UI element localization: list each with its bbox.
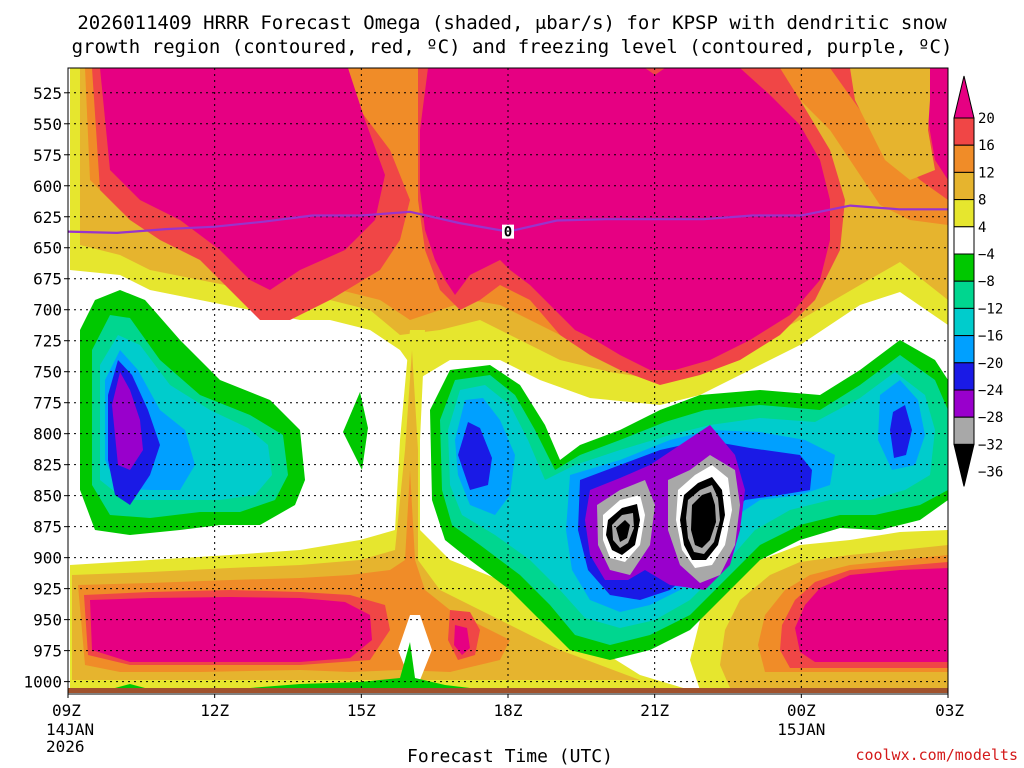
x-tick-label: 12Z xyxy=(200,701,229,720)
colorbar-label: 20 xyxy=(978,111,995,127)
colorbar-swatch xyxy=(953,253,975,282)
colorbar-swatch xyxy=(953,335,975,364)
colorbar-swatch xyxy=(953,199,975,228)
x-tick-label: 21Z xyxy=(640,701,669,720)
y-tick-label: 725 xyxy=(33,332,62,351)
colorbar: 20 16 12 8 4 −4 −8 −12 −16 −20 −24 −28 −32 −36 xyxy=(953,75,1003,487)
y-tick-label: 875 xyxy=(33,518,62,537)
y-tick-label: 850 xyxy=(33,487,62,506)
omega-contour-8-upper-right xyxy=(850,68,935,180)
omega-lower-right xyxy=(690,530,948,690)
omega-contour-minus24 xyxy=(112,372,143,470)
x-tick-label: 09Z xyxy=(52,701,81,720)
colorbar-label: 8 xyxy=(978,193,986,209)
credit-link[interactable]: coolwx.com/modelts xyxy=(855,746,1018,764)
x-tick-label: 00Z xyxy=(787,701,816,720)
title-line-1: 2026011409 HRRR Forecast Omega (shaded, … xyxy=(77,12,947,34)
omega-contour-minus36-core xyxy=(616,520,630,542)
colorbar-label: −20 xyxy=(978,356,1003,372)
y-axis: 525 550 575 600 625 650 675 700 725 750 775 800 825 8… xyxy=(23,84,68,692)
y-tick-label: 900 xyxy=(33,549,62,568)
omega-contour-minus36-core xyxy=(691,492,716,548)
colorbar-swatch xyxy=(953,416,975,445)
y-tick-label: 600 xyxy=(33,177,62,196)
colorbar-swatch xyxy=(953,307,975,337)
colorbar-swatch-bottom-arrow xyxy=(953,443,975,487)
colorbar-label: −4 xyxy=(978,247,995,263)
colorbar-label: −32 xyxy=(978,437,1003,453)
colorbar-swatch xyxy=(953,117,975,146)
y-tick-label: 1000 xyxy=(23,673,62,692)
colorbar-swatch xyxy=(953,171,975,201)
omega-contour-20 xyxy=(795,568,948,662)
y-tick-label: 650 xyxy=(33,239,62,258)
colorbar-swatch xyxy=(953,389,975,418)
colorbar-swatch-top-arrow xyxy=(953,75,975,119)
omega-contour-20 xyxy=(90,597,470,662)
ground-strip xyxy=(68,688,948,693)
y-tick-label: 700 xyxy=(33,301,62,320)
y-tick-label: 950 xyxy=(33,611,62,630)
x-tick-sublabel: 15JAN xyxy=(777,720,825,739)
freezing-level-label-bg xyxy=(502,224,514,239)
colorbar-swatch xyxy=(953,226,975,255)
omega-sink-left xyxy=(80,290,305,535)
grid-lines xyxy=(68,68,948,693)
colorbar-label: −8 xyxy=(978,274,995,290)
colorbar-label: −28 xyxy=(978,410,1003,426)
colorbar-label: −12 xyxy=(978,301,1003,317)
colorbar-label: 12 xyxy=(978,165,995,181)
y-tick-label: 525 xyxy=(33,84,62,103)
x-tick-label: 03Z xyxy=(935,701,964,720)
omega-contour-minus4 xyxy=(115,684,145,688)
y-tick-label: 675 xyxy=(33,270,62,289)
colorbar-label: −16 xyxy=(978,329,1003,345)
y-tick-label: 550 xyxy=(33,115,62,134)
y-tick-label: 800 xyxy=(33,425,62,444)
x-tick-sublabel: 14JAN xyxy=(46,720,94,739)
x-tick-sublabel: 2026 xyxy=(46,737,85,756)
colorbar-label: 4 xyxy=(978,220,986,236)
colorbar-label: 16 xyxy=(978,138,995,154)
y-tick-label: 775 xyxy=(33,394,62,413)
y-tick-label: 825 xyxy=(33,456,62,475)
y-tick-label: 575 xyxy=(33,146,62,165)
y-tick-label: 975 xyxy=(33,642,62,661)
freezing-label-group: 0 xyxy=(502,224,514,241)
freezing-level-label: 0 xyxy=(504,225,512,241)
omega-contour-20 xyxy=(100,68,830,370)
x-tick-label: 18Z xyxy=(494,701,523,720)
x-tick-label: 15Z xyxy=(347,701,376,720)
omega-sink-center xyxy=(430,340,948,660)
colorbar-label: −24 xyxy=(978,383,1003,399)
y-tick-label: 925 xyxy=(33,580,62,599)
colorbar-swatch xyxy=(953,280,975,309)
y-tick-label: 625 xyxy=(33,208,62,227)
colorbar-label: −36 xyxy=(978,465,1003,481)
y-tick-label: 750 xyxy=(33,363,62,382)
title-line-2: growth region (contoured, red, ºC) and f… xyxy=(72,36,953,58)
plot-area: 0 xyxy=(68,68,948,693)
colorbar-swatch xyxy=(953,362,975,391)
x-axis-label: Forecast Time (UTC) xyxy=(407,746,613,767)
colorbar-swatch xyxy=(953,144,975,173)
omega-sink-surface xyxy=(115,642,470,688)
